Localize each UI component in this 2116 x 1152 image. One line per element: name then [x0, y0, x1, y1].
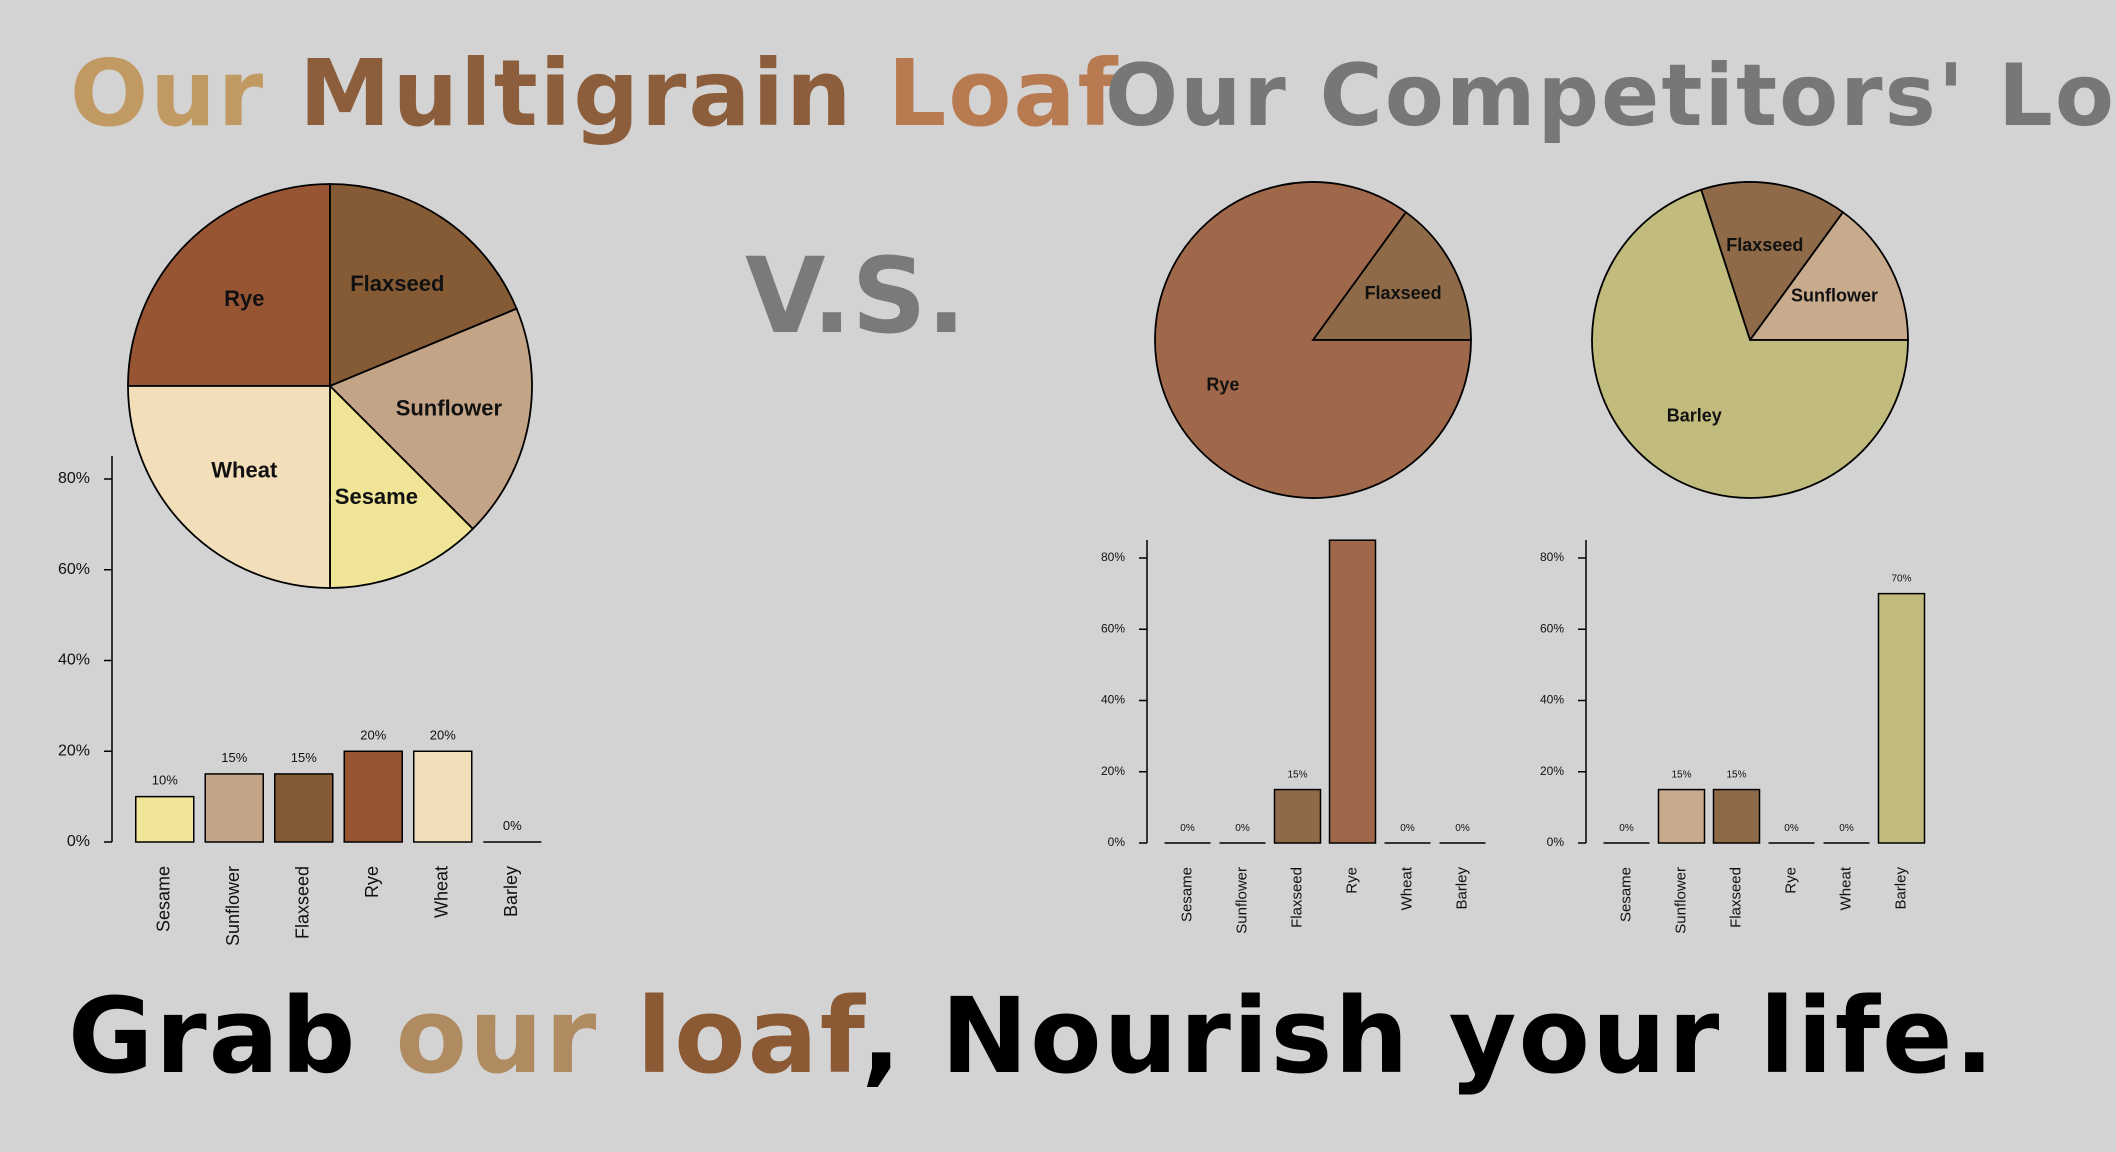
pie-label-flaxseed: Flaxseed [350, 271, 444, 296]
pie-slice-sesame [329, 383, 475, 589]
category-label: Sunflower [1233, 867, 1250, 934]
pie-slice-flaxseed [329, 183, 518, 388]
bar-value-label: 0% [1784, 823, 1799, 834]
tagline-part: loaf [636, 975, 862, 1097]
bar-value-label: 70% [1891, 574, 1911, 585]
category-label: Rye [362, 866, 382, 898]
bar-value-label: 0% [1839, 823, 1854, 834]
pie-slice-rye [1154, 181, 1472, 499]
bar-rye [1328, 539, 1377, 844]
bar-wheat [413, 750, 473, 843]
pie-chart-3: Sunflower Flaxseed Barley [1591, 181, 1909, 499]
y-tick-label: 0% [1108, 835, 1126, 849]
pie-slice-flaxseed [1700, 181, 1845, 342]
category-label: Sunflower [1672, 867, 1689, 934]
category-label: Barley [1453, 867, 1470, 910]
tagline-part: Grab [68, 975, 396, 1097]
y-tick-label: 40% [1540, 693, 1564, 707]
pie-slice-rye [127, 183, 331, 387]
vs-label: V.S. [745, 235, 966, 357]
bar-value-label: 0% [1619, 823, 1634, 834]
pie-label-flaxseed: Flaxseed [1365, 283, 1442, 303]
title-competitors-loaf: Our Competitors' Loaf [1105, 46, 2116, 146]
category-label: Sesame [154, 866, 174, 932]
title-left-part: Our [70, 40, 266, 147]
y-tick-label: 60% [1540, 621, 1564, 635]
category-label: Flaxseed [1288, 867, 1305, 928]
bar-value-label: 15% [1726, 770, 1746, 781]
y-tick-label: 20% [1101, 764, 1125, 778]
bar-value-label: 15% [1671, 770, 1691, 781]
bar-value-label: 0% [1235, 823, 1250, 834]
y-tick-label: 60% [1101, 621, 1125, 635]
pie-chart-2: Flaxseed Rye [1154, 181, 1472, 499]
bar-value-label: 0% [503, 818, 522, 833]
category-label: Barley [1892, 867, 1909, 910]
bar-chart-1: 0% 20% 40% 60% 80% 10% Sesame 15% Sunflower 15% Fl… [58, 456, 542, 946]
y-tick-label: 0% [1547, 835, 1565, 849]
bar-flaxseed [1712, 788, 1761, 844]
category-label: Rye [1782, 867, 1799, 894]
bar-chart-5: 0% 20% 40% 60% 80% 0% Sesame 15% Sunflower 15% Fla… [1540, 540, 1926, 934]
y-tick-label: 20% [58, 742, 90, 759]
title-our-loaf: Our Multigrain Loaf [70, 40, 1120, 147]
bar-value-label: 0% [1180, 823, 1195, 834]
pie-chart-0: Rye Flaxseed Sunflower Sesame Wheat [127, 183, 533, 589]
y-tick-label: 60% [58, 561, 90, 578]
y-tick-label: 80% [1101, 550, 1125, 564]
bar-value-label: 20% [360, 727, 386, 742]
pie-label-barley: Barley [1667, 405, 1722, 425]
category-label: Barley [501, 866, 521, 917]
bar-barley [1877, 592, 1926, 844]
pie-slice-barley [1591, 188, 1909, 499]
y-tick-label: 40% [1101, 693, 1125, 707]
bar-value-label: 0% [1400, 823, 1415, 834]
category-label: Wheat [1398, 866, 1415, 910]
pie-slice-flaxseed [1311, 210, 1472, 341]
bar-chart-4: 0% 20% 40% 60% 80% 0% Sesame 0% Sunflower 15% Flax… [1101, 539, 1486, 934]
title-left-part: Loaf [887, 40, 1120, 147]
y-tick-label: 40% [58, 652, 90, 669]
y-tick-label: 20% [1540, 764, 1564, 778]
pie-slice-sunflower [328, 307, 533, 531]
pie-label-rye: Rye [224, 286, 264, 311]
category-label: Sesame [1178, 867, 1195, 922]
title-left-part: Multigrain [299, 40, 854, 147]
category-label: Flaxseed [293, 866, 313, 939]
pie-label-sunflower: Sunflower [1791, 286, 1878, 306]
bar-sunflower [1657, 788, 1706, 844]
bar-value-label: 15% [221, 750, 247, 765]
pie-label-wheat: Wheat [211, 458, 278, 483]
category-label: Rye [1343, 867, 1360, 894]
pie-slice-wheat [127, 385, 331, 589]
tagline-part: , Nourish your life. [861, 975, 1997, 1097]
category-label: Wheat [1837, 866, 1854, 910]
bar-flaxseed [274, 773, 334, 843]
bar-value-label: 0% [1455, 823, 1470, 834]
category-label: Flaxseed [1727, 867, 1744, 928]
category-label: Sunflower [223, 866, 243, 946]
pie-label-sunflower: Sunflower [396, 395, 503, 420]
bar-value-label: 15% [291, 750, 317, 765]
y-tick-label: 0% [67, 833, 90, 850]
pie-label-rye: Rye [1206, 375, 1239, 395]
tagline: Grab our loaf, Nourish your life. [68, 975, 1996, 1097]
bar-sunflower [204, 773, 264, 843]
bar-sesame [135, 795, 195, 843]
tagline-part: our [395, 975, 599, 1097]
bar-value-label: 20% [430, 727, 456, 742]
y-tick-label: 80% [58, 470, 90, 487]
category-label: Sesame [1617, 867, 1634, 922]
y-tick-label: 80% [1540, 550, 1564, 564]
pie-label-sesame: Sesame [335, 484, 418, 509]
bar-value-label: 15% [1287, 770, 1307, 781]
pie-slice-sunflower [1748, 210, 1909, 341]
category-label: Wheat [432, 866, 452, 918]
bar-rye [343, 750, 403, 843]
pie-label-flaxseed: Flaxseed [1726, 235, 1803, 255]
bar-flaxseed [1273, 788, 1322, 844]
bar-value-label: 10% [152, 773, 178, 788]
